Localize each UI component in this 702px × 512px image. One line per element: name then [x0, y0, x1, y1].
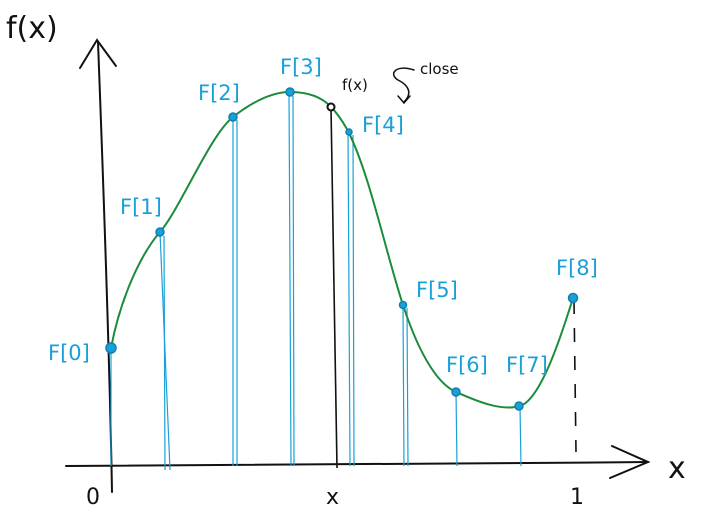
eval-label: f(x) — [342, 76, 368, 94]
y-axis-arrow — [79, 38, 117, 69]
annotation-note: close — [420, 60, 459, 78]
sample-point-8 — [567, 292, 579, 304]
sample-point-1 — [155, 227, 165, 237]
x-axis-label: x — [668, 451, 686, 486]
y-axis-line — [97, 41, 113, 493]
point-label-6: F[6] — [446, 353, 488, 377]
sample-point-5 — [398, 300, 408, 310]
point-label-0: F[0] — [48, 341, 90, 365]
sample-point-0 — [105, 342, 117, 354]
end-dashed-line — [573, 299, 577, 453]
drop-line-3b — [292, 95, 295, 467]
drop-line-6 — [455, 391, 458, 467]
drop-line-4 — [347, 130, 351, 467]
eval-drop-line — [330, 106, 338, 469]
function-curve — [110, 90, 574, 409]
sample-point-3 — [285, 87, 295, 97]
x-axis-line — [65, 461, 649, 467]
sample-labels: F[0] F[1] F[2] F[3] F[4] F[5] F[6] F[7] … — [48, 55, 598, 377]
eval-point — [326, 102, 336, 112]
drop-line-5 — [402, 304, 405, 467]
point-label-1: F[1] — [120, 195, 162, 219]
y-axis-label: f(x) — [6, 11, 58, 46]
point-label-2: F[2] — [198, 81, 240, 105]
point-label-8: F[8] — [556, 256, 598, 280]
drop-line-7 — [519, 405, 522, 467]
point-label-7: F[7] — [506, 353, 548, 377]
drop-line-5b — [406, 307, 409, 467]
drop-line-4b — [352, 134, 355, 467]
sample-point-2 — [228, 112, 238, 122]
sample-lines — [110, 91, 522, 471]
origin-label: 0 — [86, 485, 100, 510]
sample-point-7 — [514, 401, 524, 411]
point-label-3: F[3] — [280, 55, 322, 79]
drop-line-1b — [163, 235, 166, 471]
sample-points — [105, 87, 579, 411]
annotation-arrow-head — [397, 95, 411, 105]
annotation-arrow — [393, 67, 415, 103]
x-axis-arrow — [609, 445, 651, 479]
sample-point-4 — [345, 128, 353, 136]
end-label: 1 — [570, 485, 584, 510]
drop-line-3 — [288, 91, 292, 467]
point-label-5: F[5] — [416, 278, 458, 302]
point-label-4: F[4] — [362, 113, 404, 137]
sample-point-6 — [451, 387, 461, 397]
x-marker-label: x — [326, 485, 339, 510]
